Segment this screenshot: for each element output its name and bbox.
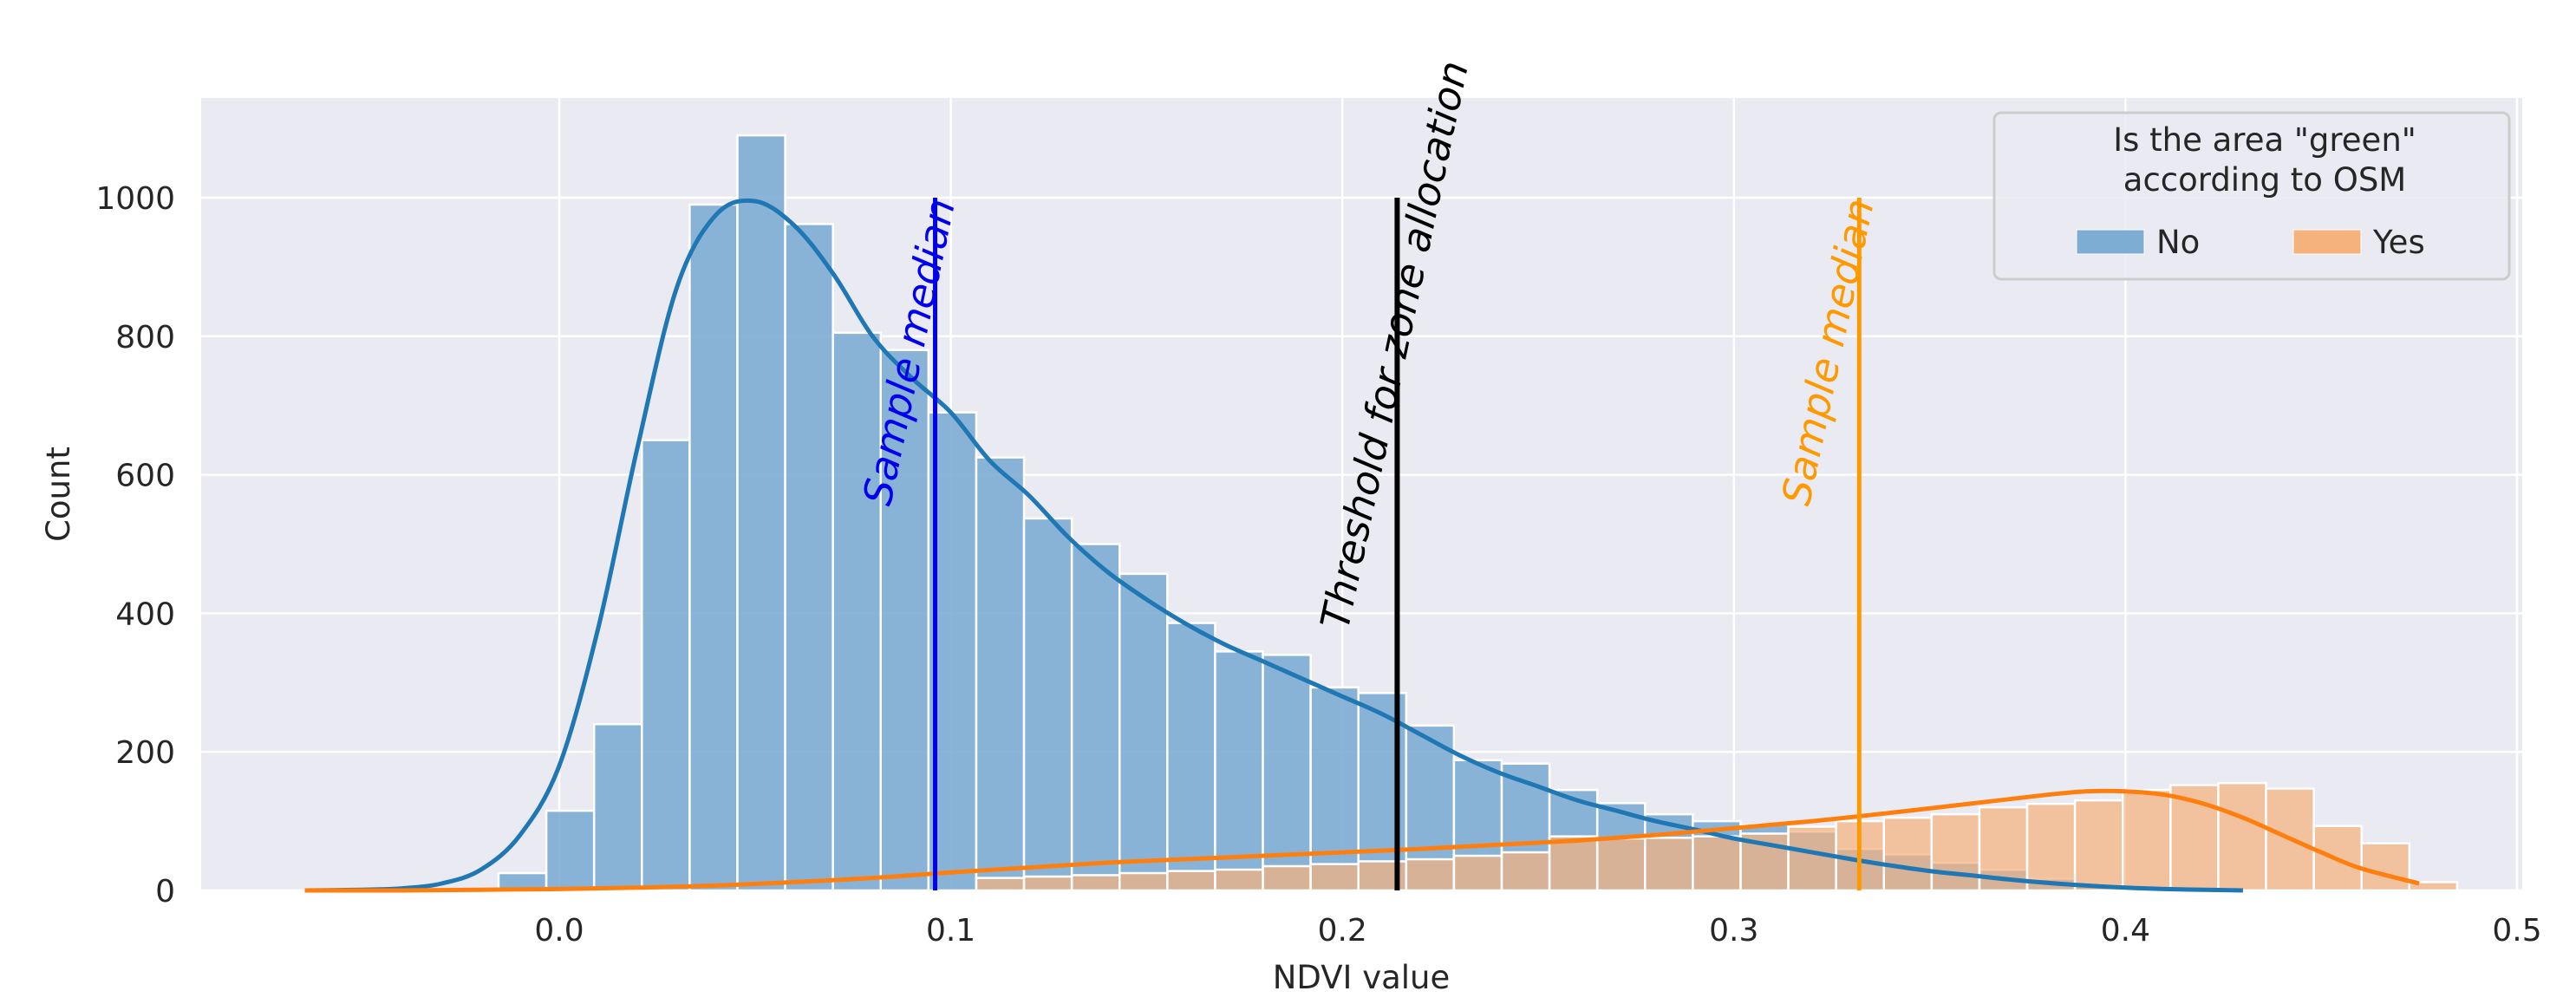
y-tick-label-5: 1000: [95, 181, 175, 217]
x-tick-labels: 0.0 0.1 0.2 0.3 0.4 0.5: [534, 913, 2541, 949]
legend-swatch-no: [2076, 229, 2145, 255]
bar-yes-19: [1405, 857, 1456, 892]
bar-no-15: [1214, 650, 1264, 892]
bar-yes-24: [1644, 837, 1694, 892]
bar-no-12: [1070, 543, 1121, 892]
bar-yes-39: [2360, 842, 2411, 892]
legend-swatch-yes: [2292, 229, 2362, 255]
x-tick-label-1: 0.1: [926, 913, 975, 949]
bar-yes-21: [1500, 851, 1551, 892]
bar-yes-25: [1692, 835, 1742, 892]
bar-yes-13: [1118, 871, 1169, 892]
bar-no-17: [1309, 686, 1360, 892]
bar-no-10: [975, 456, 1026, 892]
bar-yes-20: [1452, 854, 1503, 892]
bar-no-16: [1262, 654, 1312, 892]
bar-no-3: [641, 439, 691, 892]
bar-yes-30: [1930, 812, 1981, 892]
bar-no-5: [736, 134, 786, 892]
y-tick-label-0: 0: [155, 874, 175, 909]
bar-yes-12: [1070, 874, 1121, 892]
x-tick-label-3: 0.3: [1709, 913, 1758, 949]
kde-curves: [304, 198, 2420, 893]
bar-no-6: [784, 223, 834, 892]
y-tick-label-4: 800: [115, 320, 175, 355]
x-tick-label-4: 0.4: [2101, 913, 2150, 949]
y-tick-labels: 0 200 400 600 800 1000: [95, 181, 175, 909]
bar-yes-40: [2408, 881, 2459, 892]
bar-no-13: [1118, 572, 1169, 892]
reference-lines: [933, 198, 1862, 890]
bar-yes-22: [1548, 835, 1599, 892]
bar-no-4: [688, 203, 739, 892]
bar-yes-27: [1787, 825, 1837, 892]
bar-yes-29: [1882, 816, 1934, 892]
x-axis-title: NDVI value: [1273, 959, 1451, 996]
bar-yes-32: [2025, 802, 2077, 892]
x-tick-label-0: 0.0: [534, 913, 584, 949]
bar-yes-16: [1262, 864, 1312, 892]
kde-curve-no: [304, 198, 2243, 893]
bar-no-8: [879, 349, 930, 892]
legend: Is the area "green" according to OSM No …: [1992, 111, 2511, 281]
bar-yes-10: [975, 877, 1026, 892]
y-axis-title: Count: [40, 447, 77, 542]
y-tick-label-3: 600: [115, 459, 175, 494]
kde-curve-yes: [304, 788, 2420, 893]
bar-yes-15: [1214, 868, 1264, 892]
bar-yes-14: [1166, 870, 1216, 892]
legend-label-yes: Yes: [2372, 224, 2425, 261]
bar-yes-17: [1309, 863, 1360, 892]
legend-title-line-2: according to OSM: [2123, 161, 2406, 199]
x-tick-label-5: 0.5: [2492, 913, 2541, 949]
x-tick-label-2: 0.2: [1318, 913, 1367, 949]
bar-yes-23: [1595, 837, 1647, 892]
bar-no-1: [545, 809, 596, 892]
y-tick-label-1: 200: [115, 735, 175, 771]
bar-yes-33: [2073, 799, 2124, 892]
bars-yes-series: [975, 781, 2459, 892]
y-tick-label-2: 400: [115, 597, 175, 632]
bar-yes-36: [2217, 781, 2267, 892]
bar-no-2: [592, 722, 643, 892]
bar-yes-11: [1022, 875, 1073, 892]
legend-label-no: No: [2156, 224, 2200, 261]
bar-no-14: [1166, 622, 1216, 892]
bar-yes-34: [2121, 788, 2172, 892]
bar-no-11: [1022, 517, 1073, 892]
legend-title-line-1: Is the area "green": [2113, 121, 2416, 159]
